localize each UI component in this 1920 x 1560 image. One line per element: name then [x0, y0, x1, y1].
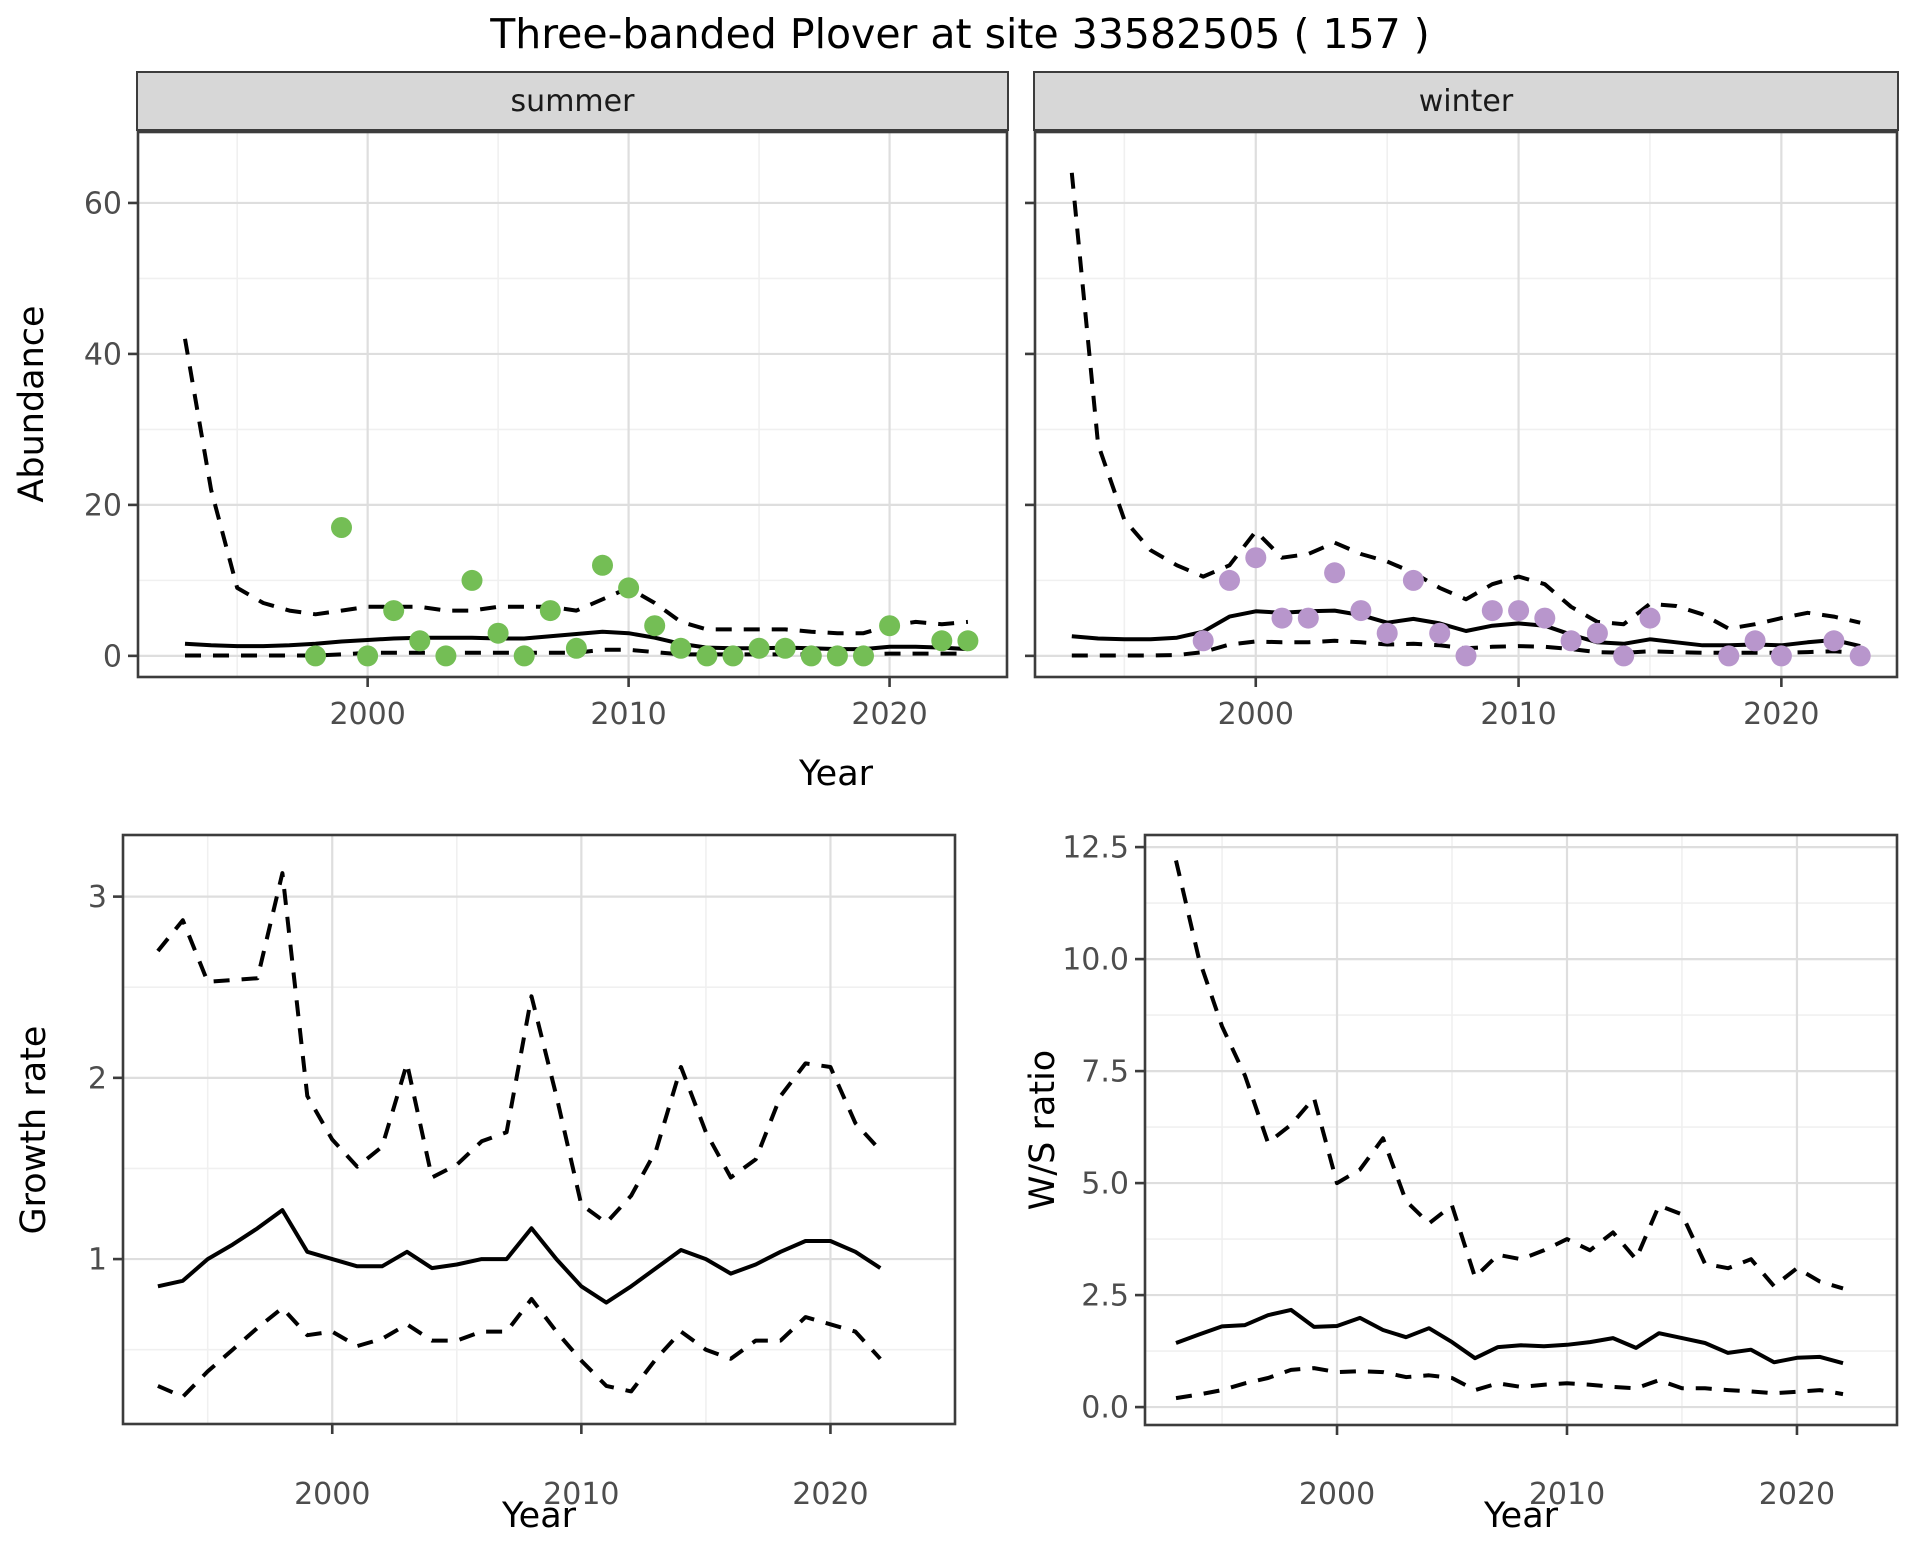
abundance-winter-observation-point: [1613, 645, 1635, 667]
abundance-winter-observation-point: [1192, 630, 1214, 652]
x-axis-title-year-ws: Year: [1483, 1496, 1559, 1536]
abundance-summer-upper-ci-line: [183, 338, 969, 636]
abundance-winter-observation-point: [1744, 630, 1766, 652]
abundance-winter-observation-point: [1429, 622, 1451, 644]
abundance-winter-observation-point: [1718, 645, 1740, 667]
abundance-winter-observation-point: [1350, 600, 1372, 622]
panel-abundance-winter: 2000 2010 2020: [1025, 130, 1899, 732]
abundance-summer-observation-point: [722, 645, 744, 667]
x-tick-label: 2010: [1529, 1477, 1605, 1512]
abundance-winter-observation-point: [1823, 630, 1845, 652]
y-tick-label: 1: [88, 1243, 107, 1278]
y-tick-label: 2.5: [1081, 1279, 1129, 1314]
growth-rate-growth-rate-line: [157, 1208, 882, 1305]
abundance-summer-observation-point: [565, 637, 587, 659]
y-tick-label: 3: [88, 880, 107, 915]
abundance-winter-observation-point: [1770, 645, 1792, 667]
abundance-summer-observation-point: [879, 615, 901, 637]
abundance-summer-observation-point: [826, 645, 848, 667]
abundance-winter-observation-point: [1534, 607, 1556, 629]
abundance-summer-observation-point: [670, 637, 692, 659]
abundance-summer-observation-point: [461, 569, 483, 591]
abundance-summer-observation-point: [331, 517, 352, 538]
y-tick-label: 2: [88, 1061, 107, 1096]
y-tick-label: 60: [84, 186, 122, 221]
abundance-winter-observation-point: [1271, 607, 1293, 629]
x-axis-title-year-growth: Year: [501, 1496, 577, 1536]
abundance-winter-observation-point: [1324, 562, 1346, 584]
y-tick-label: 7.5: [1081, 1055, 1129, 1090]
abundance-summer-observation-point: [487, 622, 509, 644]
abundance-winter-observation-point: [1219, 569, 1240, 591]
x-tick-label: 2020: [1743, 697, 1819, 732]
abundance-winter-observation-point: [1560, 630, 1582, 652]
abundance-summer-observation-point: [957, 630, 979, 652]
abundance-summer-observation-point: [539, 600, 561, 622]
abundance-winter-observation-point: [1297, 607, 1319, 629]
y-tick-label: 12.5: [1062, 831, 1129, 866]
abundance-summer-observation-point: [435, 645, 457, 667]
abundance-summer-observation-point: [931, 630, 953, 652]
abundance-summer-observation-point: [592, 554, 613, 576]
abundance-summer-observation-point: [618, 577, 640, 599]
x-tick-label: 2010: [1480, 697, 1556, 732]
abundance-summer-observation-point: [748, 637, 770, 659]
abundance-summer-observation-point: [357, 645, 379, 667]
x-tick-label: 2020: [851, 697, 927, 732]
abundance-summer-observation-point: [644, 615, 666, 637]
y-tick-label: 20: [84, 488, 122, 523]
x-axis-title-year-top: Year: [798, 754, 874, 794]
y-tick-label: 40: [84, 337, 122, 372]
x-tick-label: 2000: [329, 697, 405, 732]
abundance-winter-observation-point: [1481, 600, 1503, 622]
abundance-summer-observation-point: [305, 645, 326, 667]
x-tick-label: 2020: [792, 1477, 868, 1512]
x-tick-label: 2000: [294, 1477, 370, 1512]
facet-strip-summer: summer: [136, 71, 1009, 131]
y-tick-label: 5.0: [1081, 1167, 1129, 1202]
abundance-summer-observation-point: [800, 645, 822, 667]
y-tick-label: 10.0: [1062, 943, 1129, 978]
abundance-summer-observation-point: [696, 645, 718, 667]
abundance-winter-observation-point: [1586, 622, 1608, 644]
abundance-winter-upper-ci-line: [1069, 172, 1861, 631]
x-tick-label: 2010: [590, 697, 666, 732]
x-tick-label: 2020: [1759, 1477, 1835, 1512]
abundance-summer-observation-point: [513, 645, 535, 667]
x-tick-label: 2000: [1299, 1477, 1375, 1512]
abundance-winter-observation-point: [1455, 645, 1477, 667]
facet-strip-winter: winter: [1033, 71, 1899, 131]
ws-ratio-ws-ratio-line: [1175, 1307, 1844, 1366]
abundance-winter-observation-point: [1245, 547, 1267, 569]
ws-ratio-upper-ci-line: [1174, 860, 1844, 1291]
panel-abundance-summer: 2000 2010 2020 0 20 40 60: [84, 130, 1009, 732]
ws-ratio-lower-ci-line: [1175, 1366, 1844, 1401]
chart-title: Three-banded Plover at site 33582505 ( 1…: [490, 10, 1430, 58]
abundance-winter-observation-point: [1376, 622, 1398, 644]
abundance-winter-observation-point: [1849, 645, 1871, 667]
abundance-summer-observation-point: [409, 630, 431, 652]
y-tick-label: 0.0: [1081, 1391, 1129, 1426]
abundance-summer-observation-point: [383, 600, 405, 622]
panel-ws-ratio: 2000 2010 2020 0.0 2.5 5.0 7.5 10.0 12.5: [1062, 831, 1899, 1512]
x-tick-label: 2010: [543, 1477, 619, 1512]
y-tick-label: 0: [103, 639, 122, 674]
growth-rate-lower-ci-line: [157, 1297, 882, 1399]
abundance-winter-observation-point: [1402, 569, 1424, 591]
panel-growth-rate: 2000 2010 2020 1 2 3: [88, 833, 957, 1512]
abundance-summer-observation-point: [853, 645, 874, 667]
abundance-winter-observation-point: [1639, 607, 1661, 629]
x-tick-label: 2000: [1218, 697, 1294, 732]
abundance-winter-observation-point: [1508, 600, 1530, 622]
abundance-summer-observation-point: [774, 637, 796, 659]
